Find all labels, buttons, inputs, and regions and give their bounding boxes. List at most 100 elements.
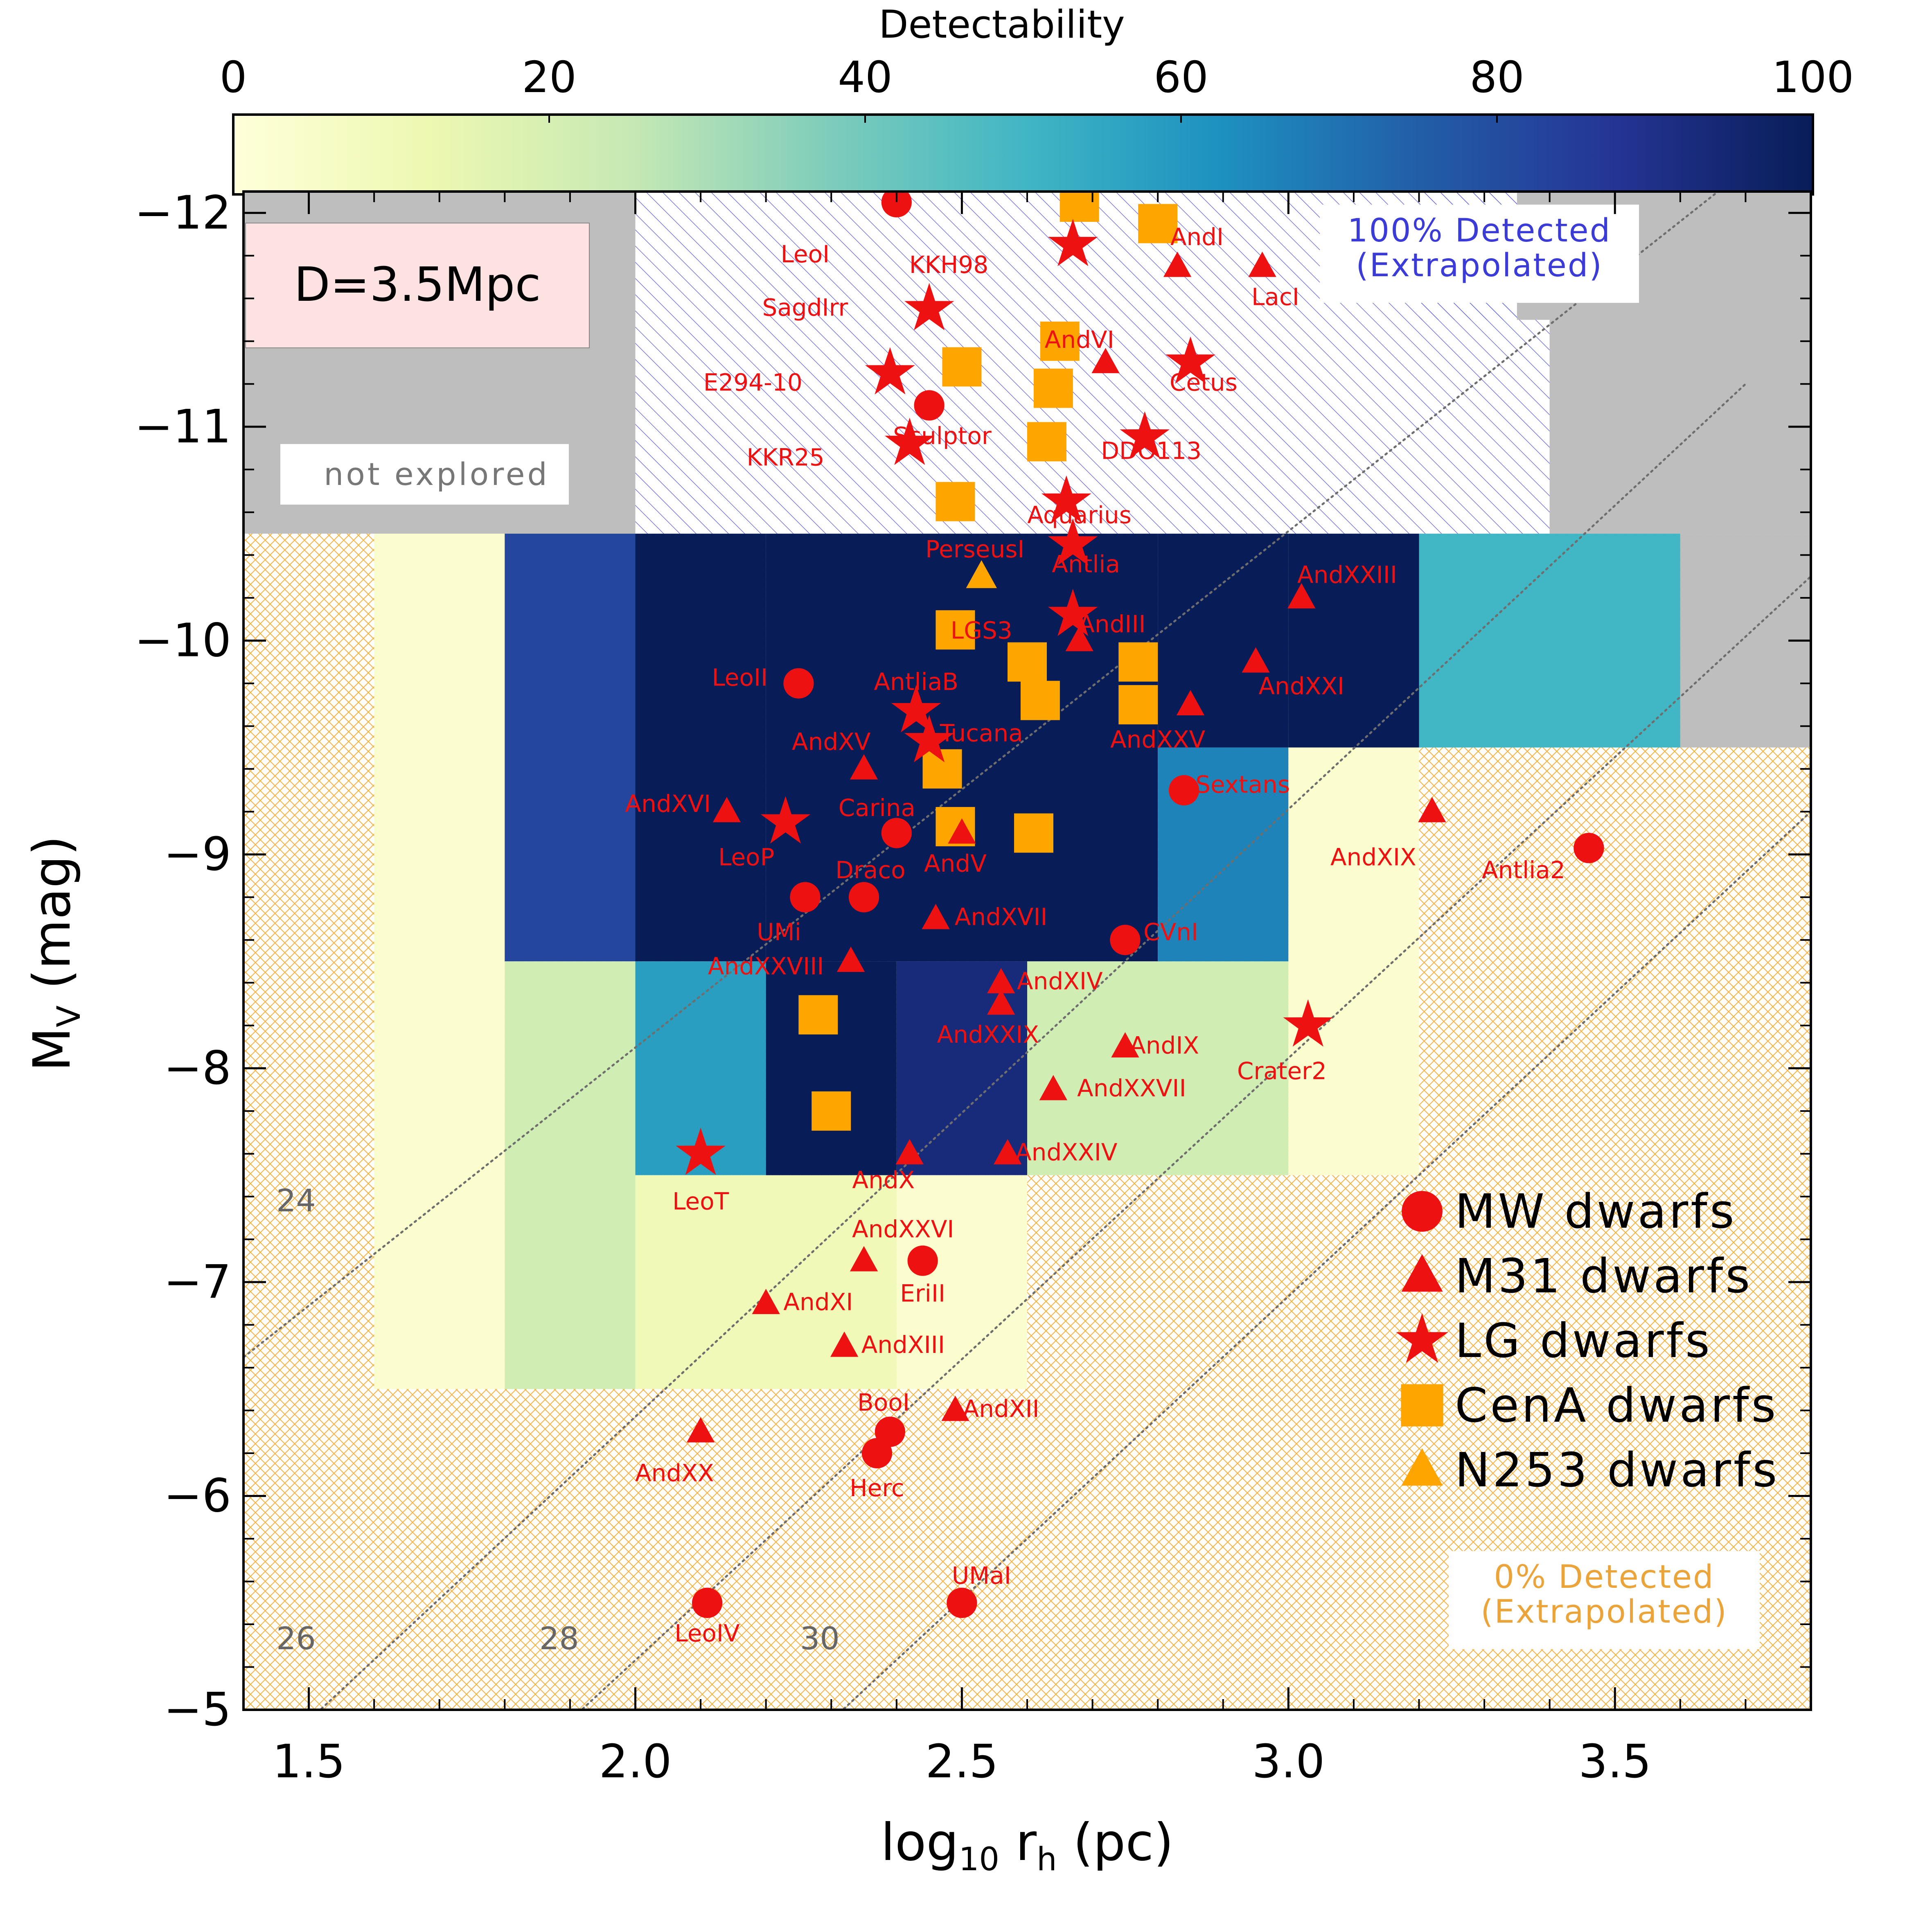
colorbar-tick-label: 20 <box>522 52 577 102</box>
legend-label: M31 dwarfs <box>1455 1249 1752 1304</box>
detected-100-line2: (Extrapolated) <box>1356 247 1603 284</box>
legend-label: MW dwarfs <box>1455 1184 1737 1239</box>
galaxy-label: Herc <box>850 1474 904 1502</box>
colorbar: Detectability 0 20 40 60 80 100 <box>220 2 1854 196</box>
m31-dwarf-marker <box>712 797 741 823</box>
m31-dwarf-marker <box>1418 797 1446 823</box>
galaxy-label: AndX <box>852 1166 915 1194</box>
galaxy-label: UMaI <box>952 1562 1011 1589</box>
x-tick-label: 3.5 <box>1578 1735 1651 1788</box>
not-explored-box: not explored <box>280 444 569 505</box>
n253-dwarf-marker <box>966 560 997 588</box>
lg-dwarf-marker <box>891 685 941 733</box>
mw-dwarf-marker <box>692 1587 723 1618</box>
mw-dwarf-marker <box>947 1587 977 1618</box>
m31-dwarf-marker <box>987 968 1015 994</box>
detected-100-box-background <box>1320 205 1639 303</box>
not-explored-label: not explored <box>324 456 549 492</box>
galaxy-label: Draco <box>835 856 905 884</box>
mw-dwarf-marker <box>914 390 945 421</box>
galaxy-label: BooI <box>857 1389 910 1416</box>
lg-dwarf-marker <box>760 796 811 844</box>
surface-brightness-line <box>841 810 1811 1710</box>
cena-dwarf-marker <box>1014 813 1053 853</box>
detectability-cell <box>1158 534 1289 748</box>
galaxy-label: AndXIX <box>1330 843 1416 871</box>
cena-dwarf-marker <box>812 1091 851 1131</box>
galaxy-label: AndXXVIII <box>708 952 824 980</box>
legend-label: CenA dwarfs <box>1455 1378 1778 1433</box>
legend-symbol-triangle <box>1401 1254 1443 1292</box>
detected-100-box: 100% Detected (Extrapolated) <box>1320 205 1639 303</box>
sb-label-26: 26 <box>276 1620 316 1657</box>
colorbar-tick-label: 100 <box>1772 52 1854 102</box>
legend-symbol-circle <box>1402 1191 1443 1232</box>
m31-dwarf-marker <box>1163 251 1192 277</box>
cena-dwarf-marker <box>1008 642 1047 682</box>
detectability-cell <box>1419 534 1680 748</box>
cena-dwarf-marker <box>1027 422 1066 462</box>
mw-dwarf-marker <box>1168 775 1199 806</box>
detectability-cell <box>505 961 636 1389</box>
x-tick-label: 1.5 <box>273 1735 345 1788</box>
detectability-cell <box>1288 747 1419 1175</box>
lg-dwarf-marker <box>1048 588 1098 636</box>
galaxy-labels: LeoI KKH98 AndI LacI SagdIrr AndVI E294-10 Cetu… <box>625 223 1565 1647</box>
legend-symbol-star <box>1396 1313 1448 1363</box>
galaxy-label: UMi <box>757 918 801 946</box>
detected-0-box: 0% Detected (Extrapolated) <box>1449 1551 1760 1649</box>
cena-dwarf-marker <box>1020 681 1060 720</box>
galaxy-label: LGS3 <box>951 617 1012 645</box>
detectability-cell <box>1027 534 1158 962</box>
detectability-cell <box>1288 534 1419 748</box>
detectability-cell <box>374 534 505 1389</box>
galaxy-label: AndXXVI <box>852 1215 954 1243</box>
axis-ticks: 1.5 2.0 2.5 3.0 3.5 −12 −11 −10 −9 −8 −7 −6 −5 <box>135 186 1812 1788</box>
y-tick-label: −7 <box>164 1256 231 1309</box>
galaxy-label: PerseusI <box>925 535 1024 563</box>
lg-dwarf-marker <box>865 347 915 395</box>
sb-label-24: 24 <box>276 1182 316 1219</box>
mw-dwarf-marker <box>783 668 814 699</box>
m31-dwarf-marker <box>1242 647 1270 673</box>
lg-dwarf-marker <box>1120 411 1170 459</box>
galaxy-label: Tucana <box>940 719 1023 747</box>
m31-dwarf-marker <box>1248 251 1276 277</box>
surface-brightness-lines <box>243 192 1811 1710</box>
x-tick-label: 2.0 <box>599 1735 672 1788</box>
detected-0-line2: (Extrapolated) <box>1481 1594 1728 1630</box>
surface-brightness-line <box>318 383 1747 1710</box>
galaxy-label: Antlia <box>1052 550 1120 578</box>
galaxy-label: AndXXI <box>1258 672 1344 700</box>
y-tick-label: −6 <box>164 1469 231 1522</box>
mw-dwarf-marker <box>848 882 879 913</box>
detected-0-line1: 0% Detected <box>1494 1559 1714 1596</box>
detectability-cell <box>505 534 636 962</box>
lg-dwarf-marker <box>1041 475 1091 523</box>
m31-dwarf-marker <box>895 1139 924 1165</box>
legend-label: N253 dwarfs <box>1455 1443 1779 1498</box>
galaxy-label: AndI <box>1170 223 1224 251</box>
m31-dwarf-marker <box>948 818 976 844</box>
m31-dwarf-marker <box>1176 690 1205 715</box>
cena-dwarf-marker <box>1040 321 1080 361</box>
galaxy-label: KKR25 <box>746 443 824 471</box>
galaxy-label: AndXIV <box>1017 967 1103 995</box>
distance-box-background <box>245 223 590 348</box>
y-tick-label: −8 <box>164 1042 231 1095</box>
cena-dwarf-marker <box>936 610 975 650</box>
galaxy-label: LacI <box>1251 283 1299 311</box>
mw-dwarf-marker <box>881 192 912 218</box>
galaxy-label: DDO113 <box>1101 437 1202 465</box>
cena-dwarf-marker <box>1033 368 1073 408</box>
galaxy-label: SagdIrr <box>762 294 848 322</box>
m31-dwarf-marker <box>830 1331 859 1357</box>
galaxy-label: KKH98 <box>909 251 988 279</box>
detectability-cell <box>635 534 766 962</box>
galaxy-label: LeoI <box>781 240 830 268</box>
detectability-grid <box>374 534 1680 1389</box>
m31-dwarf-marker <box>1111 1032 1139 1058</box>
y-tick-label: −11 <box>135 400 231 453</box>
galaxy-label: CVnI <box>1143 918 1198 946</box>
